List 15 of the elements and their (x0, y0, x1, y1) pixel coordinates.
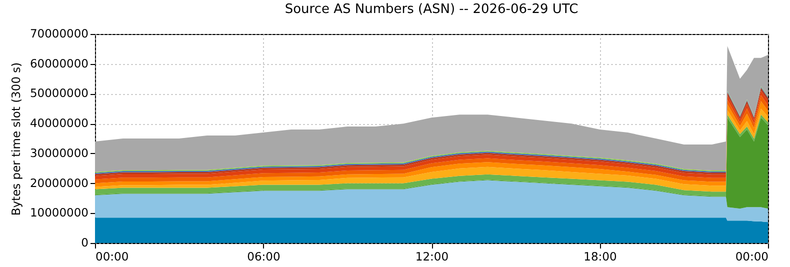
y-tick-label: 40000000 (30, 116, 88, 130)
y-tick-label: 0 (81, 236, 88, 250)
x-tick-label: 00:00 (96, 250, 129, 264)
y-axis-title: Bytes per time slot (300 s) (8, 62, 23, 216)
y-tick-label: 50000000 (30, 86, 88, 100)
x-tick-label: 00:00 (735, 250, 768, 264)
y-tick-label: 70000000 (30, 26, 88, 40)
y-tick-label: 30000000 (30, 146, 88, 160)
y-tick-label: 20000000 (30, 176, 88, 190)
x-tick-label: 06:00 (247, 250, 280, 264)
chart-title: Source AS Numbers (ASN) -- 2026-06-29 UTC (284, 2, 578, 17)
y-tick-label: 60000000 (30, 56, 88, 70)
x-tick-label: 18:00 (584, 250, 617, 264)
y-tick-label: 10000000 (30, 206, 88, 220)
x-tick-label: 12:00 (415, 250, 449, 264)
